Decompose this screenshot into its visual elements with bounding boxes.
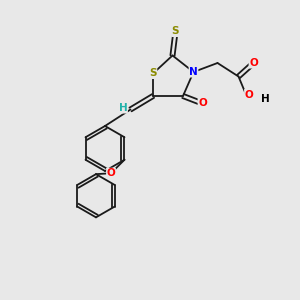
- Text: H: H: [261, 94, 270, 104]
- Text: O: O: [106, 168, 116, 178]
- Text: N: N: [189, 67, 198, 77]
- Text: H: H: [118, 103, 127, 113]
- Text: O: O: [249, 58, 258, 68]
- Text: S: S: [149, 68, 157, 79]
- Text: O: O: [198, 98, 207, 109]
- Text: S: S: [172, 26, 179, 37]
- Text: O: O: [244, 89, 253, 100]
